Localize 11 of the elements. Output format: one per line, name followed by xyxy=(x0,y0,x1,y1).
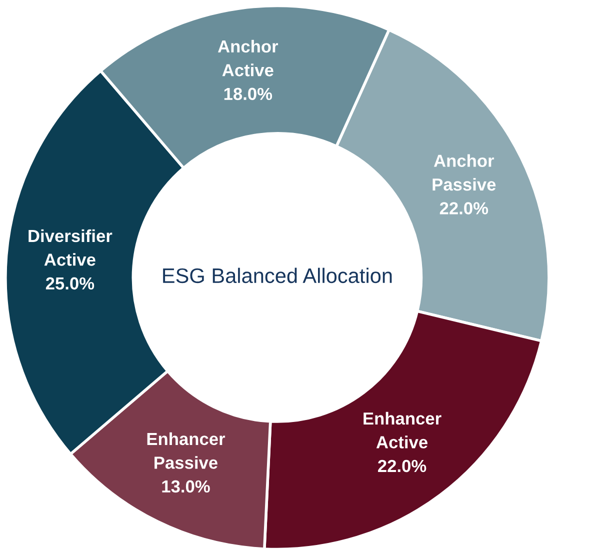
slice-label: Enhancer Passive xyxy=(147,432,226,469)
data-label: 18.0% xyxy=(224,88,272,100)
data-label: 22.0% xyxy=(378,460,426,472)
slice-label: Enhancer Active xyxy=(364,412,442,448)
data-label: 25.0% xyxy=(46,277,94,290)
slice-label: Anchor Passive xyxy=(432,154,496,191)
data-label: 22.0% xyxy=(440,202,488,214)
text: ESG Balanced Allocation xyxy=(163,268,392,284)
data-label: 13.0% xyxy=(162,480,210,493)
slice-label: Anchor Active xyxy=(218,40,278,76)
slice-label: Diversifier Active xyxy=(28,229,112,266)
